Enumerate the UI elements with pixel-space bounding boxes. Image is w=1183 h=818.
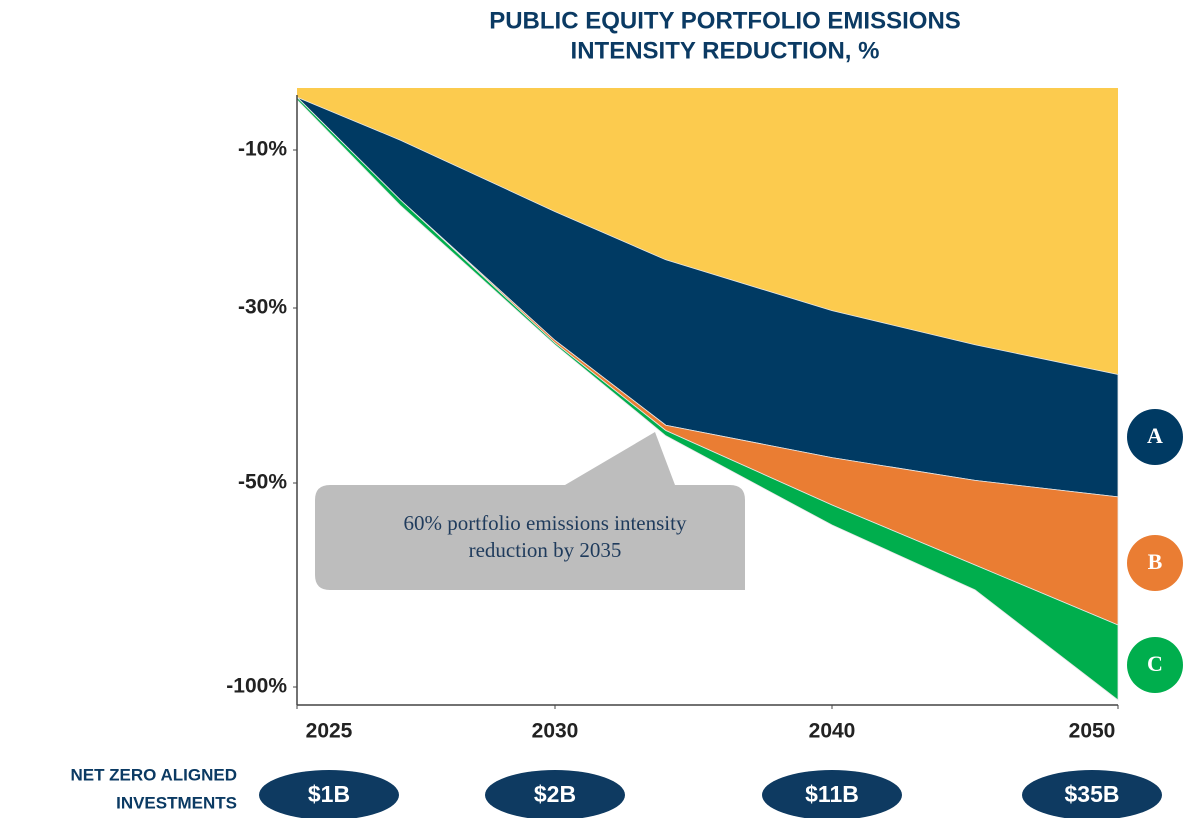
legend-badge xyxy=(1127,637,1183,693)
investment-pill xyxy=(1022,770,1162,818)
legend-label: C xyxy=(1147,651,1163,676)
investment-amount: $35B xyxy=(1065,781,1120,807)
legend-badge xyxy=(1127,535,1183,591)
x-tick-label: 2030 xyxy=(532,720,579,743)
chart-title: INTENSITY REDUCTION, % xyxy=(571,37,880,64)
investment-pill xyxy=(485,770,625,818)
plot-area xyxy=(296,88,1119,701)
annotation: 60% portfolio emissions intensity xyxy=(404,511,687,535)
investment-amount: $11B xyxy=(805,781,859,807)
legend-badge xyxy=(1127,409,1183,465)
y-tick-label: -100% xyxy=(226,675,287,698)
investments-label: INVESTMENTS xyxy=(116,793,237,812)
x-tick-label: 2040 xyxy=(809,720,856,743)
annotation: reduction by 2035 xyxy=(469,538,622,562)
area xyxy=(297,88,1118,375)
investments-label: NET ZERO ALIGNED xyxy=(70,765,237,784)
legend-label: B xyxy=(1148,549,1163,574)
area xyxy=(296,96,1119,701)
investment-amount: $2B xyxy=(534,781,576,807)
investment-amount: $1B xyxy=(308,781,350,807)
y-tick-label: -50% xyxy=(238,471,287,494)
investment-pill xyxy=(259,770,399,818)
legend-label: A xyxy=(1147,423,1163,448)
callout xyxy=(315,432,745,590)
x-tick-label: 2025 xyxy=(306,720,353,743)
x-tick-label: 2050 xyxy=(1069,720,1116,743)
y-tick-label: -30% xyxy=(238,296,287,319)
y-tick-label: -10% xyxy=(238,138,287,161)
chart-title: PUBLIC EQUITY PORTFOLIO EMISSIONS xyxy=(489,7,961,34)
investment-pill xyxy=(762,770,902,818)
